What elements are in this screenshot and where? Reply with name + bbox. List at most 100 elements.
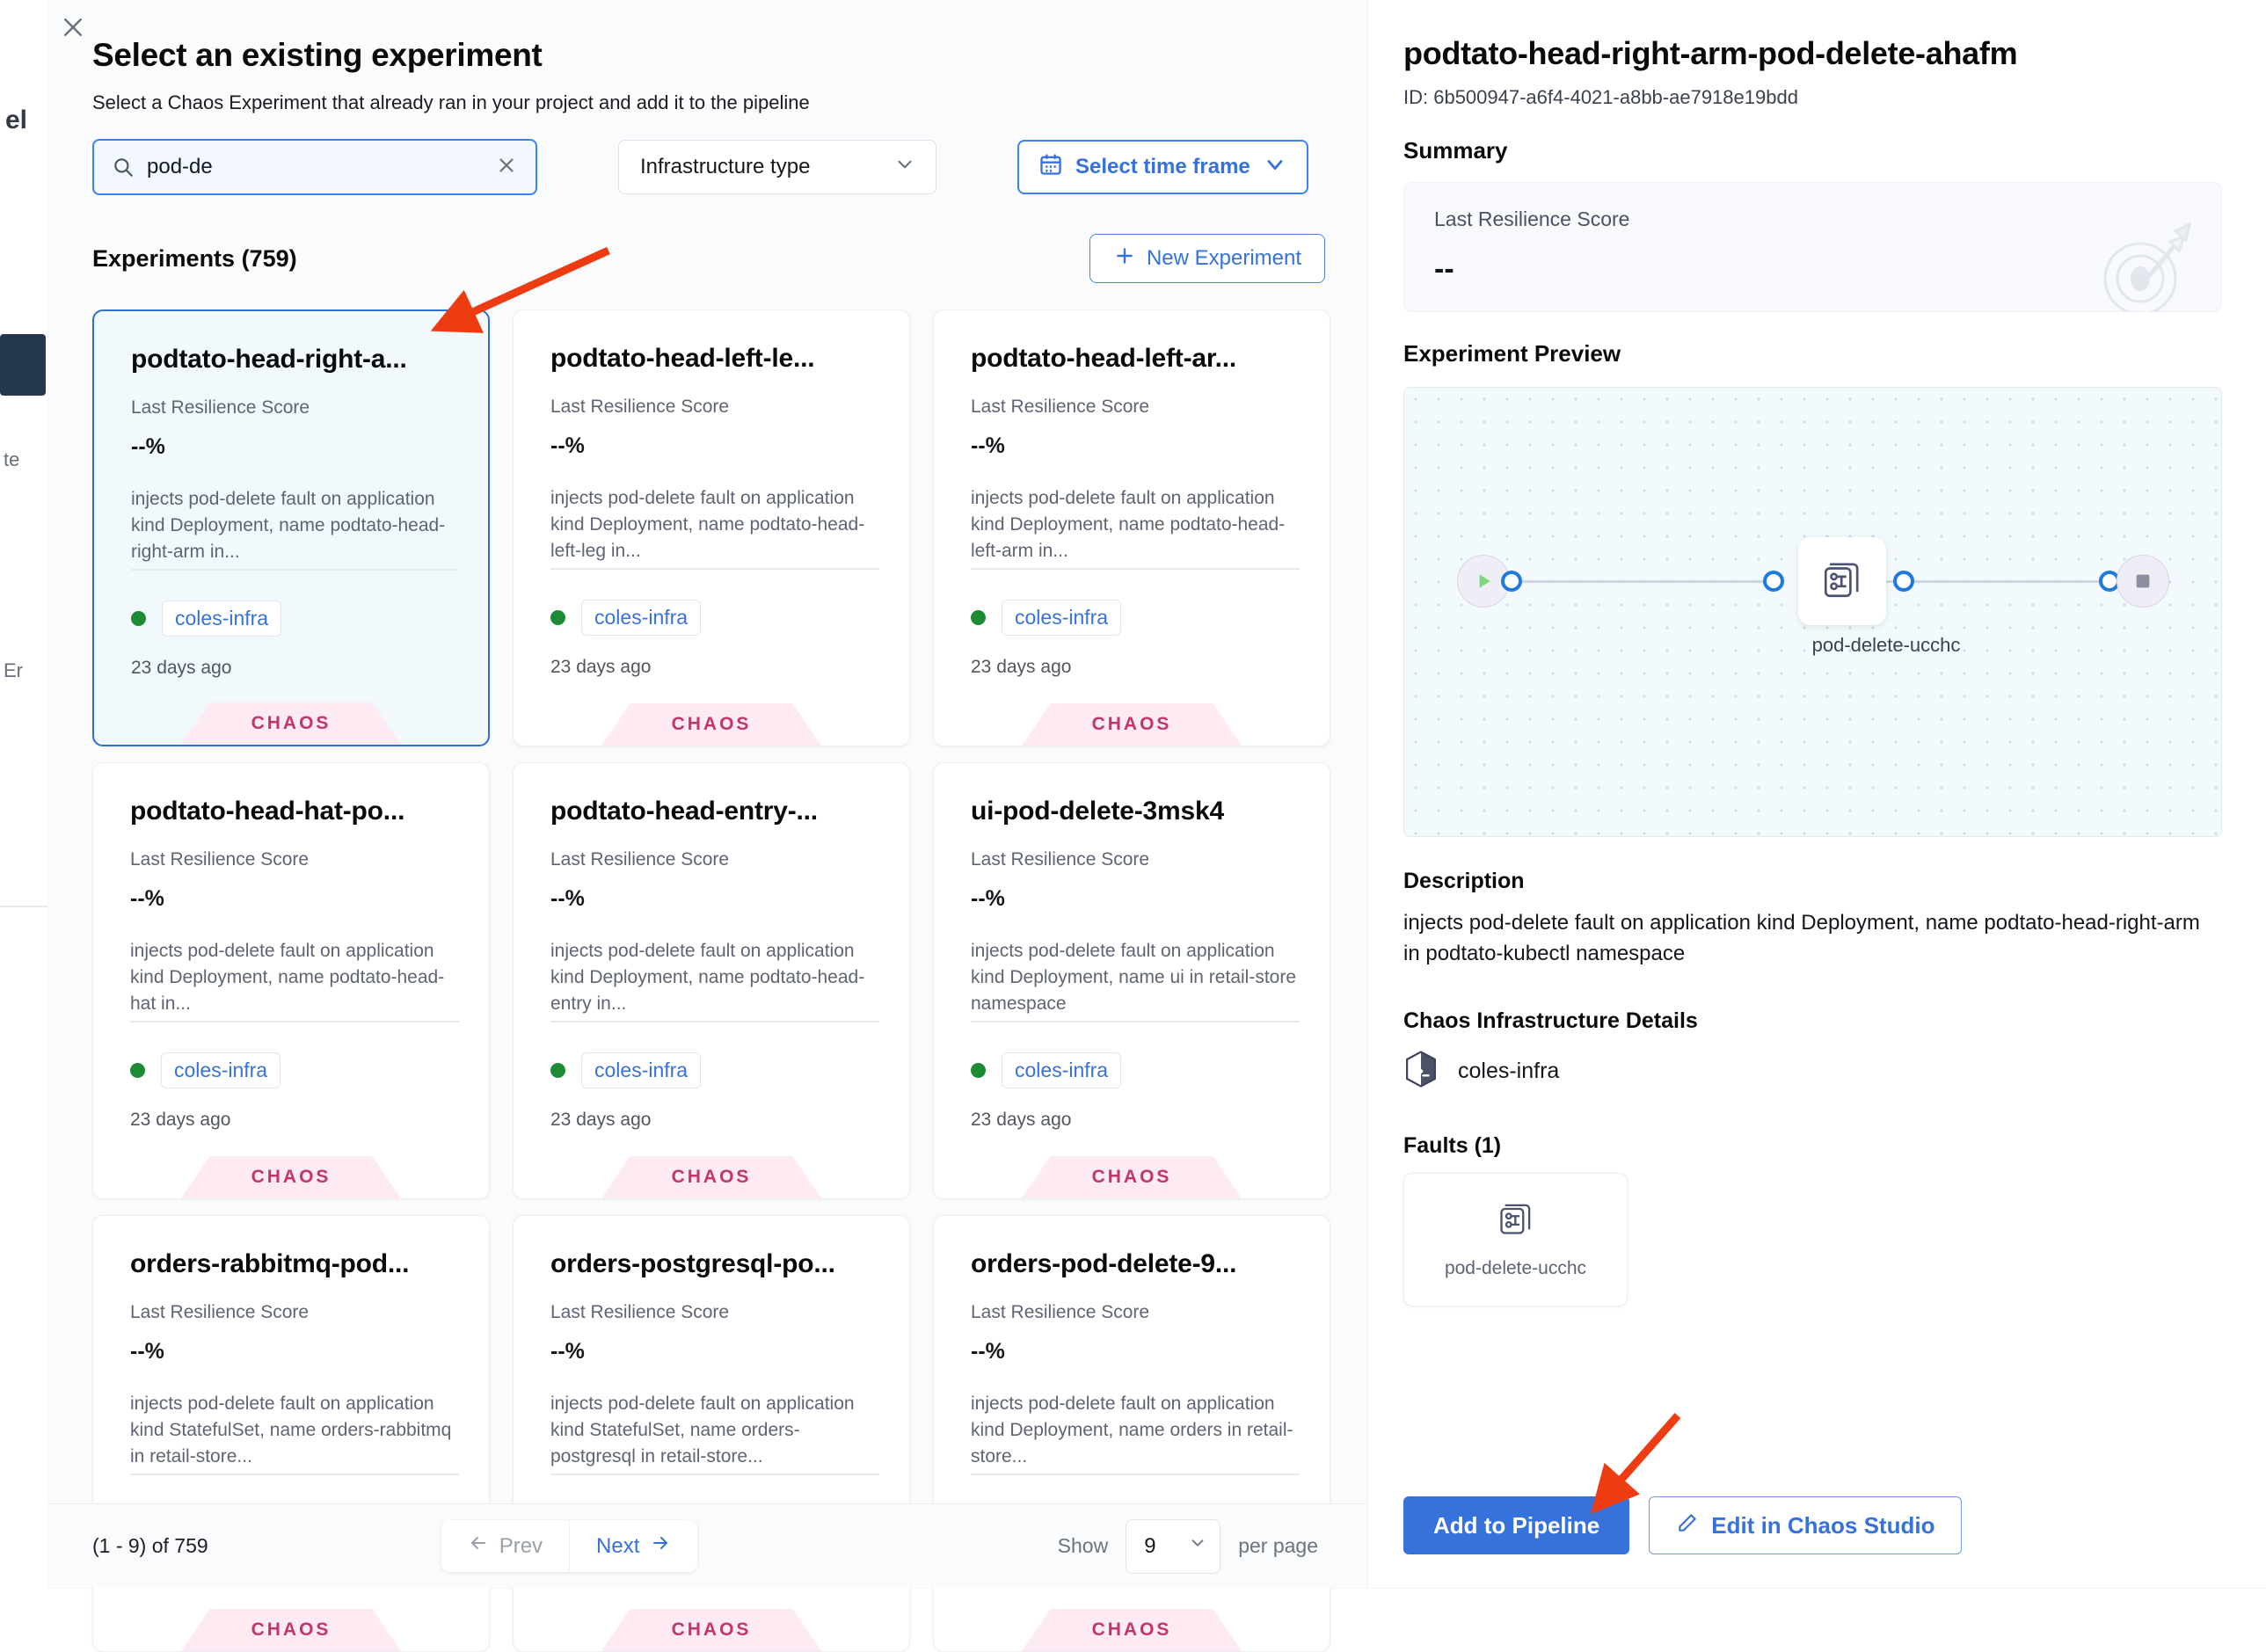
chevron-down-icon xyxy=(1263,152,1287,183)
chaos-badge: CHAOS xyxy=(601,703,821,746)
flow-connector xyxy=(1510,580,1774,583)
infrastructure-type-label: Infrastructure type xyxy=(640,155,811,178)
flow-port xyxy=(1893,571,1914,592)
detail-action-buttons: Add to Pipeline Edit in Chaos Studio xyxy=(1403,1496,1963,1554)
experiment-card-score-label: Last Resilience Score xyxy=(550,849,730,870)
status-dot-icon xyxy=(971,1063,986,1078)
experiment-card[interactable]: ui-pod-delete-3msk4 Last Resilience Score… xyxy=(933,762,1330,1199)
experiment-card-score-label: Last Resilience Score xyxy=(131,397,310,418)
experiment-card-time: 23 days ago xyxy=(971,657,1072,677)
new-experiment-button[interactable]: New Experiment xyxy=(1089,234,1325,283)
infra-chip[interactable]: coles-infra xyxy=(1002,1052,1122,1088)
chaos-badge: CHAOS xyxy=(181,702,401,745)
experiment-card-time: 23 days ago xyxy=(131,658,232,678)
pagination-bar: (1 - 9) of 759 Prev Next xyxy=(48,1503,1367,1588)
page-size-select[interactable]: 9 xyxy=(1126,1518,1221,1574)
experiment-card[interactable]: podtato-head-left-le... Last Resilience S… xyxy=(513,309,910,746)
per-page-control: Show 9 per page xyxy=(1057,1518,1318,1574)
infrastructure-row: coles-infra xyxy=(1403,1050,2222,1093)
target-icon xyxy=(2091,215,2197,311)
experiment-preview-canvas[interactable]: pod-delete-ucchc xyxy=(1403,387,2222,837)
experiment-card-score: --% xyxy=(130,886,164,911)
chaos-badge: CHAOS xyxy=(601,1156,821,1198)
clear-search-icon[interactable] xyxy=(492,154,521,181)
experiment-card[interactable]: podtato-head-hat-po... Last Resilience Sc… xyxy=(92,762,490,1199)
experiment-card[interactable]: podtato-head-right-a... Last Resilience S… xyxy=(92,309,490,746)
select-experiment-modal: Select an existing experiment Select a C… xyxy=(48,0,2266,1652)
experiment-card-description: injects pod-delete fault on application … xyxy=(971,485,1300,570)
summary-card: Last Resilience Score -- xyxy=(1403,182,2222,312)
preview-heading: Experiment Preview xyxy=(1403,340,1621,367)
experiment-card-title: podtato-head-left-ar... xyxy=(971,344,1237,373)
flow-port xyxy=(1763,571,1784,592)
summary-score-label: Last Resilience Score xyxy=(1434,207,1630,230)
experiment-card[interactable]: podtato-head-left-ar... Last Resilience S… xyxy=(933,309,1330,746)
infra-chip[interactable]: coles-infra xyxy=(1002,600,1122,636)
experiment-card[interactable]: podtato-head-entry-... Last Resilience Sc… xyxy=(513,762,910,1199)
prev-page-button[interactable]: Prev xyxy=(441,1520,570,1572)
status-dot-icon xyxy=(130,1063,145,1078)
calendar-icon xyxy=(1038,152,1063,183)
edit-in-chaos-studio-button[interactable]: Edit in Chaos Studio xyxy=(1649,1496,1963,1554)
experiment-detail-pane: podtato-head-right-arm-pod-delete-ahafm … xyxy=(1367,0,2266,1588)
infrastructure-name: coles-infra xyxy=(1458,1058,1560,1083)
infra-chip[interactable]: coles-infra xyxy=(581,1052,702,1088)
infra-chip[interactable]: coles-infra xyxy=(161,1052,281,1088)
experiment-card-score: --% xyxy=(971,1339,1005,1364)
chaos-badge: CHAOS xyxy=(1022,1609,1242,1651)
fault-layers-icon xyxy=(1497,1199,1535,1242)
experiments-count: Experiments (759) xyxy=(92,244,297,272)
next-page-label: Next xyxy=(596,1533,640,1558)
faults-heading: Faults (1) xyxy=(1403,1132,1502,1158)
experiment-card-score: --% xyxy=(971,433,1005,458)
experiment-card-score-label: Last Resilience Score xyxy=(130,1302,310,1322)
experiment-card-score: --% xyxy=(131,434,165,459)
experiment-card-time: 23 days ago xyxy=(130,1110,231,1130)
show-label: Show xyxy=(1057,1534,1109,1557)
experiment-card-description: injects pod-delete fault on application … xyxy=(131,486,458,571)
chaos-badge: CHAOS xyxy=(1022,1156,1242,1198)
experiment-card-description: injects pod-delete fault on application … xyxy=(130,1391,459,1475)
kubernetes-infra-icon xyxy=(1403,1050,1439,1093)
experiment-card-score: --% xyxy=(550,886,585,911)
infrastructure-type-select[interactable]: Infrastructure type xyxy=(618,140,936,194)
experiment-card-time: 23 days ago xyxy=(550,657,652,677)
experiment-card-score-label: Last Resilience Score xyxy=(971,849,1150,870)
experiment-card-infra: coles-infra xyxy=(971,600,1300,636)
infra-chip[interactable]: coles-infra xyxy=(162,600,282,637)
experiment-card-title: podtato-head-entry-... xyxy=(550,797,818,826)
experiment-card-score-label: Last Resilience Score xyxy=(971,397,1150,417)
experiment-card-score: --% xyxy=(550,1339,585,1364)
backdrop-ghost-text-3: Er xyxy=(4,659,23,681)
experiment-card-description: injects pod-delete fault on application … xyxy=(130,938,459,1022)
infra-chip[interactable]: coles-infra xyxy=(581,600,702,636)
fault-node[interactable] xyxy=(1798,537,1886,625)
per-page-label: per page xyxy=(1238,1534,1318,1557)
filter-row: Infrastructure type xyxy=(92,139,1325,195)
chaos-badge: CHAOS xyxy=(181,1609,401,1651)
stop-icon xyxy=(2117,555,2169,608)
add-to-pipeline-button[interactable]: Add to Pipeline xyxy=(1403,1496,1630,1554)
flow-port xyxy=(1501,571,1522,592)
pager-controls: Prev Next xyxy=(441,1520,698,1572)
page-title: Select an existing experiment xyxy=(92,37,543,73)
next-page-button[interactable]: Next xyxy=(569,1520,698,1572)
detail-title: podtato-head-right-arm-pod-delete-ahafm xyxy=(1403,35,2018,71)
close-icon[interactable] xyxy=(55,9,91,46)
experiment-card-title: podtato-head-hat-po... xyxy=(130,797,405,826)
plus-icon xyxy=(1113,244,1136,273)
status-dot-icon xyxy=(550,610,565,625)
new-experiment-label: New Experiment xyxy=(1146,246,1301,270)
edit-in-chaos-studio-label: Edit in Chaos Studio xyxy=(1711,1511,1935,1539)
prev-page-label: Prev xyxy=(499,1533,543,1558)
experiment-card-title: orders-pod-delete-9... xyxy=(971,1249,1237,1278)
experiment-card-time: 23 days ago xyxy=(971,1110,1072,1130)
fault-card[interactable]: pod-delete-ucchc xyxy=(1403,1172,1628,1306)
select-time-frame-button[interactable]: Select time frame xyxy=(1017,140,1308,194)
experiment-card-grid: podtato-head-right-a... Last Resilience S… xyxy=(92,309,1330,1652)
backdrop-ghost-text-2: te xyxy=(4,448,20,470)
search-input[interactable] xyxy=(147,155,479,179)
chaos-badge: CHAOS xyxy=(1022,703,1242,746)
search-input-wrapper[interactable] xyxy=(92,139,537,195)
experiment-card-score-label: Last Resilience Score xyxy=(550,397,730,417)
